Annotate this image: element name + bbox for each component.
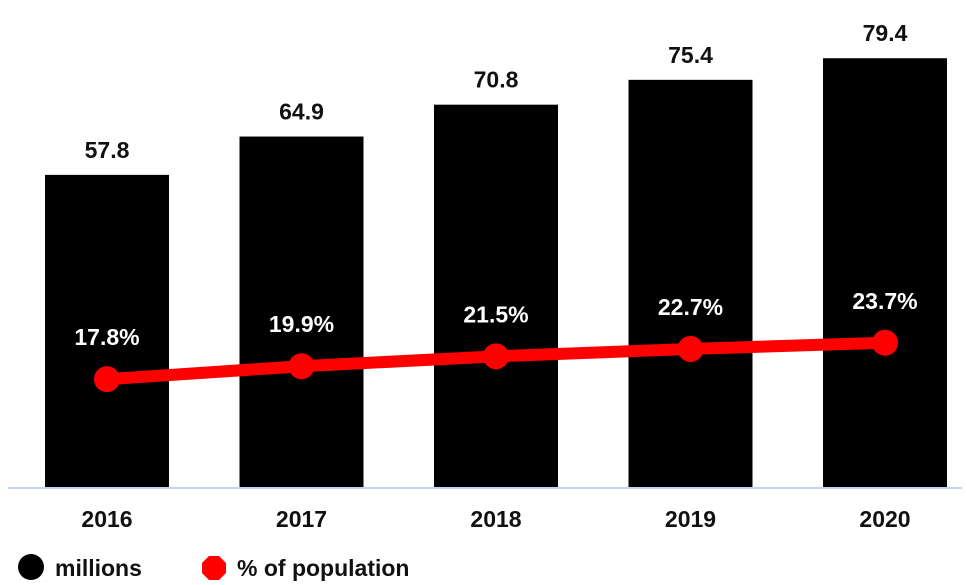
percent-labels: 17.8% 19.9% 21.5% 22.7% 23.7% — [74, 288, 917, 350]
bar-2018 — [434, 104, 558, 488]
bar-2016 — [45, 174, 169, 487]
percent-point-2020 — [872, 329, 898, 356]
bar-value-label-2016: 57.8 — [85, 137, 130, 163]
bars-layer — [45, 58, 947, 488]
bar-value-label-2020: 79.4 — [863, 20, 908, 46]
percent-label-2020: 23.7% — [852, 288, 917, 314]
bar-value-label-2018: 70.8 — [474, 67, 519, 93]
category-label-2016: 2016 — [81, 506, 132, 532]
percent-label-2018: 21.5% — [463, 301, 528, 327]
percent-label-2019: 22.7% — [658, 294, 723, 320]
percent-point-2019 — [677, 335, 704, 362]
percent-label-2016: 17.8% — [74, 324, 139, 350]
percent-label-2017: 19.9% — [269, 311, 334, 337]
category-label-2017: 2017 — [276, 506, 327, 532]
percent-point-2017 — [288, 353, 315, 380]
bar-2020 — [823, 58, 947, 488]
legend-millions-marker — [18, 554, 44, 580]
category-label-2019: 2019 — [665, 506, 716, 532]
percent-point-2018 — [483, 343, 509, 370]
category-labels: 2016 2017 2018 2019 2020 — [81, 506, 910, 532]
legend-percent-marker — [202, 556, 226, 580]
percent-line-layer — [94, 329, 898, 393]
category-label-2018: 2018 — [470, 506, 521, 532]
bar-value-label-2019: 75.4 — [668, 42, 713, 68]
legend-percent-label: % of population — [237, 555, 409, 581]
bar-2019 — [628, 79, 753, 487]
category-label-2020: 2020 — [859, 506, 910, 532]
legend: millions % of population — [18, 554, 409, 581]
bar-value-labels: 57.8 64.9 70.8 75.4 79.4 — [85, 20, 908, 163]
legend-millions-label: millions — [55, 555, 142, 581]
bar-value-label-2017: 64.9 — [279, 99, 324, 125]
percent-point-2016 — [94, 366, 120, 393]
bar-2017 — [239, 136, 364, 488]
